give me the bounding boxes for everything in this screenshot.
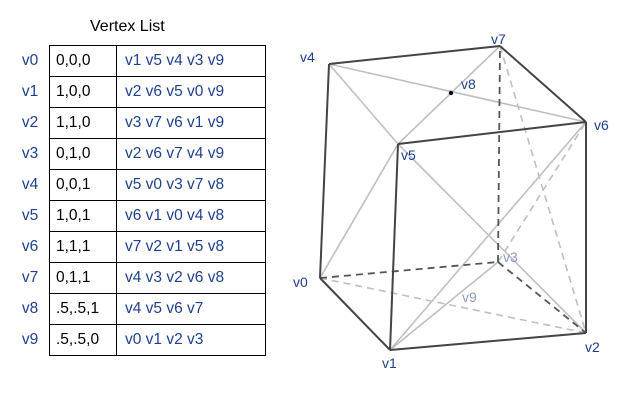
edge-v7-v2 [499, 45, 587, 334]
vertex-position: 1,1,1 [49, 231, 117, 263]
label-v7: v7 [491, 31, 506, 47]
edge-v5-v7 [397, 45, 501, 145]
table-row: v3 0,1,0 v2 v6 v7 v4 v9 [11, 138, 266, 170]
label-v0: v0 [293, 274, 308, 290]
label-v2: v2 [585, 339, 600, 355]
label-v5: v5 [401, 147, 416, 163]
vertex-adjacency: v3 v7 v6 v1 v9 [116, 107, 266, 139]
vertex-id: v2 [21, 114, 39, 131]
edge-v3-v6 [497, 121, 587, 263]
vertex-id: v3 [21, 145, 39, 162]
table-title: Vertex List [90, 18, 165, 35]
table-row: v7 0,1,1 v4 v3 v2 v6 v8 [11, 262, 266, 294]
vertex-id: v8 [21, 300, 39, 317]
edge-v1-v3 [389, 261, 499, 351]
vertex-adjacency: v2 v6 v7 v4 v9 [116, 138, 266, 170]
vertex-id: v4 [21, 176, 39, 193]
vertex-id: v9 [21, 331, 39, 348]
edge-v5-v1 [389, 143, 399, 351]
edge-v0-v1 [319, 277, 391, 351]
vertex-list-table: v0 0,0,0 v1 v5 v4 v3 v9 v1 1,0,0 v2 v6 v5 v0… [11, 45, 266, 356]
label-v3: v3 [503, 249, 518, 265]
label-v8: v8 [461, 76, 476, 92]
vertex-position: .5,.5,0 [49, 324, 117, 356]
vertex-position: 0,0,0 [49, 45, 117, 77]
label-v9: v9 [462, 289, 477, 305]
label-v1: v1 [382, 355, 397, 371]
edge-v5-v6 [397, 121, 587, 145]
vertex-position: 0,1,1 [49, 262, 117, 294]
edge-v0-v2 [319, 277, 587, 334]
vertex-id: v6 [21, 238, 39, 255]
vertex-adjacency: v0 v1 v2 v3 [116, 324, 266, 356]
vertex-position: 0,0,1 [49, 169, 117, 201]
v8-point [448, 90, 454, 96]
vertex-id: v1 [21, 83, 39, 100]
table-row: v9 .5,.5,0 v0 v1 v2 v3 [11, 324, 266, 356]
vertex-id: v0 [21, 52, 39, 69]
vertex-position: 1,1,0 [49, 107, 117, 139]
edge-v7-v6 [499, 45, 587, 123]
table-row: v4 0,0,1 v5 v0 v3 v7 v8 [11, 169, 266, 201]
table-row: v2 1,1,0 v3 v7 v6 v1 v9 [11, 107, 266, 139]
vertex-adjacency: v4 v3 v2 v6 v8 [116, 262, 266, 294]
edge-v6-v1 [389, 121, 587, 351]
table-row: v5 1,0,1 v6 v1 v0 v4 v8 [11, 200, 266, 232]
edge-v3-v2 [497, 261, 587, 334]
table-row: v1 1,0,0 v2 v6 v5 v0 v9 [11, 76, 266, 108]
table-row: v6 1,1,1 v7 v2 v1 v5 v8 [11, 231, 266, 263]
edge-v1-v2 [389, 332, 587, 351]
label-v6: v6 [594, 117, 609, 133]
edge-v3-v7 [497, 45, 501, 263]
vertex-id: v7 [21, 269, 39, 286]
edge-v0-v3 [319, 261, 499, 279]
vertex-adjacency: v2 v6 v5 v0 v9 [116, 76, 266, 108]
edge-v4-v0 [319, 63, 330, 279]
edge-v4-v5 [328, 63, 399, 145]
edge-v5-v2 [397, 143, 587, 334]
edge-v4-v6 [328, 63, 587, 123]
vertex-id: v5 [21, 207, 39, 224]
label-v4: v4 [300, 49, 315, 65]
edge-v4-v7 [328, 45, 501, 65]
vertex-adjacency: v6 v1 v0 v4 v8 [116, 200, 266, 232]
edge-v0-v5 [319, 143, 399, 279]
